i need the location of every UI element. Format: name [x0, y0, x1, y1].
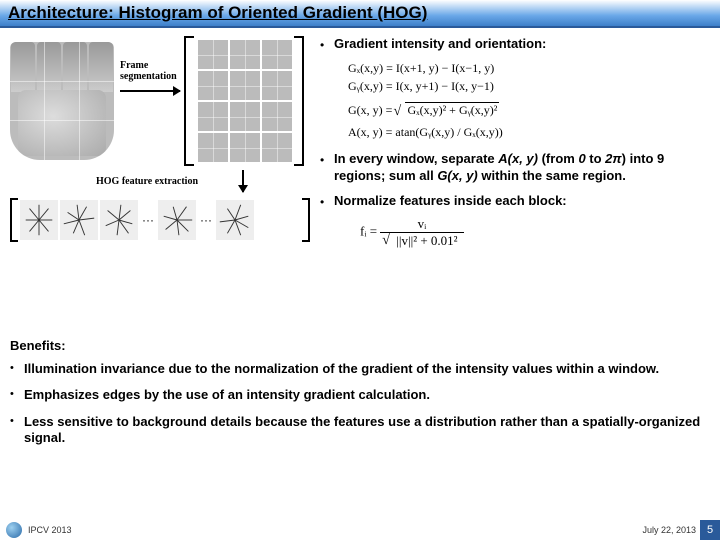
globe-icon [6, 522, 22, 538]
bullet-1: • Gradient intensity and orientation: [320, 36, 710, 53]
benefits-heading: Benefits: [10, 338, 710, 353]
arrow-down-icon [242, 170, 244, 192]
formula-gmag: G(x, y) = Gₓ(x,y)² + Gᵧ(x,y)² [348, 101, 710, 119]
bullet-3-text: Normalize features inside each block: [334, 193, 710, 210]
formula-gy: Gᵧ(x,y) = I(x, y+1) − I(x, y−1) [348, 77, 710, 95]
hog-diagram: Framesegmentation HOG feature extraction [10, 36, 300, 246]
formula-gx: Gₓ(x,y) = I(x+1, y) − I(x−1, y) [348, 59, 710, 77]
page-number: 5 [700, 520, 720, 540]
bullet-3: • Normalize features inside each block: [320, 193, 710, 210]
benefit-1: • Illumination invariance due to the nor… [10, 361, 710, 377]
formula-normalize: fᵢ = vᵢ||v||² + 0.01² [360, 216, 710, 249]
ellipsis: ··· [140, 213, 156, 227]
ellipsis: ··· [198, 213, 214, 227]
left-column: Framesegmentation HOG feature extraction [10, 36, 310, 255]
hog-extraction-label: HOG feature extraction [96, 176, 198, 187]
bullet-2: • In every window, separate A(x, y) (fro… [320, 151, 710, 185]
bracket-left [184, 36, 194, 166]
benefits-section: Benefits: • Illumination invariance due … [10, 338, 710, 456]
footer-conference: IPCV 2013 [28, 525, 642, 535]
benefit-2: • Emphasizes edges by the use of an inte… [10, 387, 710, 403]
bullet-1-text: Gradient intensity and orientation: [334, 36, 710, 53]
bullet-2-text: In every window, separate A(x, y) (from … [334, 151, 710, 185]
slide-title: Architecture: Histogram of Oriented Grad… [8, 3, 427, 23]
frame-seg-label: Framesegmentation [120, 60, 177, 82]
patch-grid [198, 40, 292, 162]
grid-overlay [10, 42, 114, 160]
footer: IPCV 2013 July 22, 2013 5 [0, 520, 720, 540]
formula-gradients: Gₓ(x,y) = I(x+1, y) − I(x−1, y) Gᵧ(x,y) … [348, 59, 710, 141]
footer-date: July 22, 2013 [642, 525, 696, 535]
title-bar: Architecture: Histogram of Oriented Grad… [0, 0, 720, 28]
benefit-3: • Less sensitive to background details b… [10, 414, 710, 447]
content-area: Framesegmentation HOG feature extraction [0, 28, 720, 255]
formula-axy: A(x, y) = atan(Gᵧ(x,y) / Gₓ(x,y)) [348, 123, 710, 141]
bracket-right [294, 36, 304, 166]
right-column: • Gradient intensity and orientation: Gₓ… [310, 36, 710, 255]
hog-feature-row: ··· ··· [10, 198, 310, 244]
arrow-right-icon [120, 90, 180, 92]
